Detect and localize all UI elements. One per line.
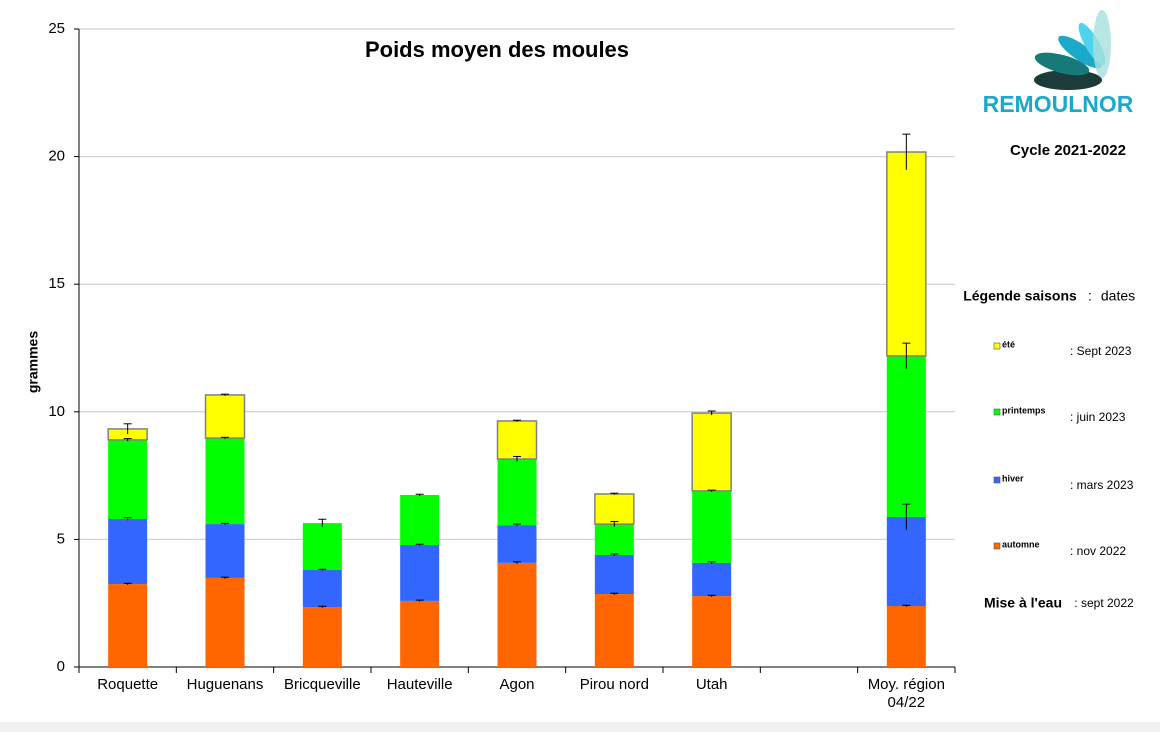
bar-segment xyxy=(400,545,440,601)
y-axis-label: grammes xyxy=(25,331,41,393)
x-tick-label: Agon xyxy=(499,676,535,693)
legend-label: automne xyxy=(1002,539,1040,549)
y-tick-label: 25 xyxy=(48,20,65,37)
bar-segment xyxy=(497,562,537,667)
logo: REMOULNOR xyxy=(983,10,1134,117)
legend-date: : mars 2023 xyxy=(1070,478,1134,492)
bar-segment xyxy=(594,554,634,595)
bar-segment xyxy=(108,584,148,667)
bar-segment xyxy=(496,420,538,460)
legend-swatch xyxy=(993,476,1001,484)
bar-segment xyxy=(691,412,732,492)
x-tick-label: Roquette xyxy=(97,676,159,693)
bar-segment xyxy=(886,151,927,357)
bar-segment xyxy=(692,596,732,667)
cycle-label: Cycle 2021-2022 xyxy=(1010,142,1126,159)
bar-segment xyxy=(204,394,246,439)
legend-title: Légende saisons xyxy=(963,288,1077,304)
bar-segment xyxy=(692,490,732,563)
chart-title: Poids moyen des moules xyxy=(365,37,629,62)
legend-label: hiver xyxy=(1002,473,1024,483)
bar-segment xyxy=(886,606,926,667)
legend-swatch xyxy=(993,408,1001,416)
bar-segment xyxy=(302,607,342,667)
footer-strip xyxy=(0,722,1160,732)
bar-segment xyxy=(497,525,537,563)
x-tick-label: Utah xyxy=(695,676,728,693)
legend-label: printemps xyxy=(1002,405,1046,415)
bar-segment xyxy=(886,516,926,607)
legend-swatch xyxy=(993,342,1001,350)
bar-segment xyxy=(108,518,148,585)
bar-segment xyxy=(497,459,537,526)
bar-segment xyxy=(205,577,245,667)
bar-segment xyxy=(400,494,440,546)
bar-segment xyxy=(594,493,635,525)
y-tick-label: 0 xyxy=(57,658,65,675)
bar-segment xyxy=(205,438,245,525)
bar-segment xyxy=(302,523,342,571)
bar-segment xyxy=(205,524,245,578)
legend-dates-title: dates xyxy=(1101,288,1135,304)
legend-sep: : xyxy=(1088,288,1092,304)
bar-segment xyxy=(594,594,634,667)
bar-segment xyxy=(302,570,342,608)
x-tick-label: Huguenans xyxy=(186,676,264,693)
legend-date: : nov 2022 xyxy=(1070,544,1126,558)
bar-segment xyxy=(886,355,926,517)
x-tick-label: Hauteville xyxy=(386,676,453,693)
bar-segment xyxy=(594,524,634,555)
immersion-date: : sept 2022 xyxy=(1074,596,1134,610)
y-tick-label: 10 xyxy=(48,403,65,420)
legend-swatch xyxy=(993,542,1001,550)
logo-text: REMOULNOR xyxy=(983,91,1134,117)
x-tick-label: Pirou nord xyxy=(579,676,649,693)
bar-segment xyxy=(692,562,732,597)
legend-date: : Sept 2023 xyxy=(1070,344,1132,358)
y-tick-label: 5 xyxy=(57,530,65,547)
immersion-label: Mise à l'eau xyxy=(984,595,1062,611)
bar-segment xyxy=(400,600,440,667)
y-tick-label: 20 xyxy=(48,148,65,165)
x-tick-label: Bricqueville xyxy=(283,676,361,693)
legend-label: été xyxy=(1002,339,1015,349)
x-tick-label: Moy. région 04/22 xyxy=(867,676,945,711)
bar-segment xyxy=(108,439,148,519)
y-tick-label: 15 xyxy=(48,275,65,292)
legend-date: : juin 2023 xyxy=(1070,410,1126,424)
